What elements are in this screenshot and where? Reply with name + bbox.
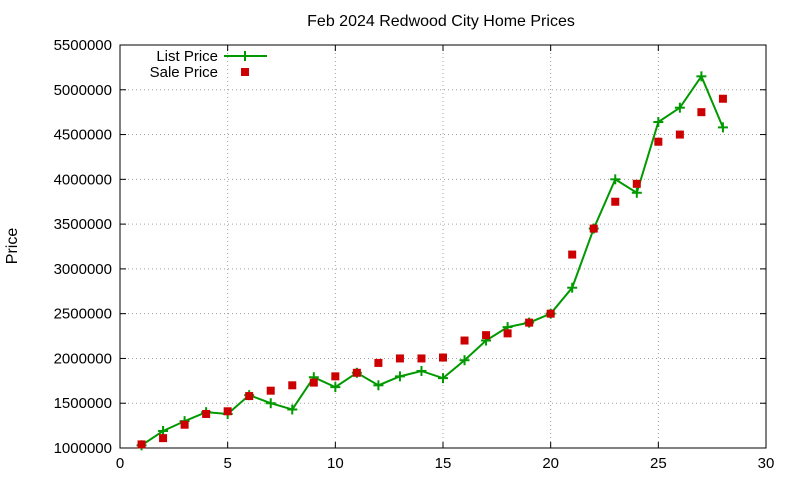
legend-plus-swatch xyxy=(240,51,250,61)
sale-price-point xyxy=(568,250,577,259)
y-tick-label: 1500000 xyxy=(54,395,112,412)
list-price-point xyxy=(394,371,405,382)
list-price-point xyxy=(631,187,642,198)
sale-price-point xyxy=(180,420,189,429)
legend-square-swatch xyxy=(241,68,249,76)
sale-price-point xyxy=(611,197,620,206)
sale-price-point xyxy=(589,224,598,233)
y-tick-label: 1000000 xyxy=(54,440,112,457)
list-price-point xyxy=(459,355,470,366)
sale-price-point xyxy=(374,358,383,367)
y-tick-label: 5000000 xyxy=(54,82,112,99)
list-price-point xyxy=(287,404,298,415)
chart-title: Feb 2024 Redwood City Home Prices xyxy=(307,13,575,30)
sale-price-point xyxy=(288,381,297,390)
sale-price-point xyxy=(331,372,340,381)
sale-price-point xyxy=(245,392,254,401)
sale-price-point xyxy=(395,354,404,363)
y-tick-label: 4000000 xyxy=(54,171,112,188)
sale-price-point xyxy=(697,108,706,117)
grid xyxy=(120,45,766,448)
x-tick-label: 20 xyxy=(542,455,559,472)
sale-price-point xyxy=(439,353,447,362)
legend-label: Sale Price xyxy=(150,64,218,81)
sale-price-point xyxy=(503,329,512,338)
x-tick-label: 5 xyxy=(223,455,231,472)
sale-price-point xyxy=(632,179,641,188)
sale-price-point xyxy=(460,336,469,345)
list-price-point xyxy=(265,398,276,409)
sale-price-point xyxy=(309,378,318,387)
list-price-point xyxy=(416,365,427,376)
sale-price-point xyxy=(137,440,146,449)
sale-price-point xyxy=(675,130,684,139)
sale-price-point xyxy=(718,94,727,103)
y-tick-label: 5500000 xyxy=(54,37,112,54)
y-tick-label: 4500000 xyxy=(54,127,112,144)
sale-price-point xyxy=(482,331,491,340)
axis-ticks: 0 5 10 15 20 25 30 1000000 1500000 2000000 2500000… xyxy=(54,37,775,472)
sale-price-point xyxy=(417,354,426,363)
sale-price-point xyxy=(223,407,232,416)
list-price-point xyxy=(330,382,341,393)
sale-price-point xyxy=(654,137,663,146)
y-tick-label: 3500000 xyxy=(54,216,112,233)
sale-price-point xyxy=(546,309,555,318)
legend-label: List Price xyxy=(156,48,218,65)
x-tick-label: 0 xyxy=(116,455,124,472)
list-price-point xyxy=(674,102,685,113)
list-price-point xyxy=(610,174,621,185)
sale-price-point xyxy=(525,318,534,327)
sale-price-point xyxy=(202,409,211,418)
sale-price-point xyxy=(352,368,361,377)
list-price-point xyxy=(717,122,728,133)
list-price-point xyxy=(438,373,448,384)
list-price-point xyxy=(653,117,664,128)
y-axis-label: Price xyxy=(4,228,21,265)
y-tick-label: 2500000 xyxy=(54,306,112,323)
x-tick-label: 15 xyxy=(435,455,452,472)
y-tick-label: 2000000 xyxy=(54,350,112,367)
x-tick-label: 30 xyxy=(758,455,775,472)
x-tick-label: 10 xyxy=(327,455,344,472)
y-tick-label: 3000000 xyxy=(54,261,112,278)
list-price-point xyxy=(373,380,384,391)
sale-price-point xyxy=(159,434,168,443)
list-price-point xyxy=(567,282,578,293)
x-tick-label: 25 xyxy=(650,455,667,472)
sale-price-point xyxy=(266,386,275,395)
list-price-point xyxy=(696,71,707,82)
series-layer xyxy=(136,71,728,451)
list-price-line xyxy=(140,74,724,447)
